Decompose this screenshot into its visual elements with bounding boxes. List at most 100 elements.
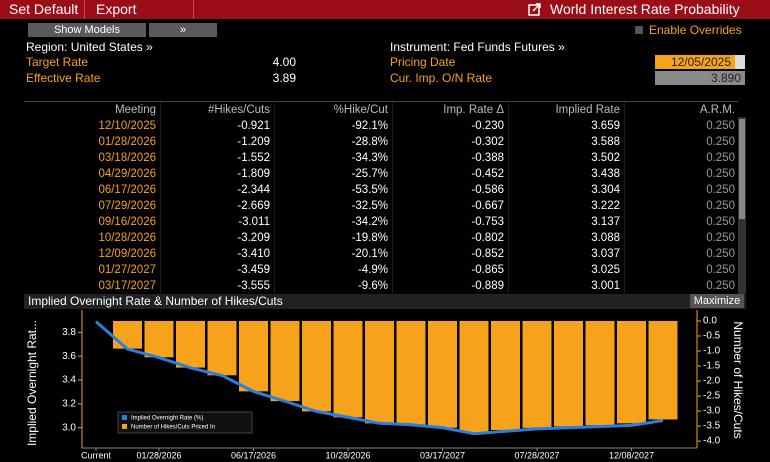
cell: 3.222 [591, 200, 620, 212]
cell: 0.250 [706, 152, 735, 164]
cell: 0.250 [706, 120, 735, 132]
bar [648, 321, 678, 420]
separator [84, 0, 85, 19]
bar [459, 321, 489, 433]
y2-tick-label: -2.5 [703, 391, 721, 402]
x-tick-label: Current [81, 450, 112, 460]
value: 3.89 [272, 71, 296, 85]
cell: -3.410 [237, 248, 270, 260]
date-spinner[interactable] [735, 55, 745, 69]
meeting-date: 12/09/2026 [98, 248, 156, 260]
column-header: A.R.M. [699, 104, 735, 116]
cell: 3.001 [591, 280, 620, 292]
bar [302, 321, 331, 412]
y2-tick-label: -1.0 [703, 346, 721, 357]
bar [396, 321, 426, 425]
cell: -0.852 [471, 248, 504, 260]
y2-tick-label: -2.0 [703, 376, 721, 387]
meeting-date: 04/29/2026 [98, 168, 156, 180]
set-default-button[interactable]: Set Default [9, 1, 79, 17]
chart-header [24, 294, 746, 309]
meeting-date: 03/17/2027 [98, 280, 156, 292]
checkbox[interactable] [635, 26, 643, 34]
cell: -3.011 [238, 216, 270, 228]
x-tick-label: 10/28/2026 [325, 450, 370, 460]
cell: 0.250 [706, 184, 735, 196]
column-separator [508, 102, 509, 297]
bar [144, 321, 174, 358]
column-separator [392, 102, 393, 297]
cell: -2.669 [237, 200, 270, 212]
cell: -53.5% [351, 184, 388, 196]
cell: 3.438 [591, 168, 620, 180]
enable-overrides-label[interactable]: Enable Overrides [649, 23, 742, 37]
cell: -3.459 [237, 264, 270, 276]
bar [585, 321, 615, 426]
bar [522, 321, 552, 428]
column-header: #Hikes/Cuts [208, 104, 270, 116]
cell: 0.250 [706, 200, 735, 212]
column-separator [624, 102, 625, 297]
bar [207, 321, 237, 376]
legend-label: Implied Overnight Rate (%) [131, 416, 203, 422]
cell: 0.250 [706, 280, 735, 292]
scrollbar[interactable] [738, 117, 746, 296]
pricing-date-input[interactable]: 12/05/2025 [655, 55, 735, 69]
cell: -4.9% [357, 264, 388, 276]
screen-title: World Interest Rate Probability [550, 1, 740, 17]
cell: -0.388 [471, 152, 504, 164]
export-button[interactable]: Export [96, 1, 137, 17]
cell: -9.6% [357, 280, 388, 292]
meeting-date: 12/10/2025 [98, 120, 156, 132]
x-tick-label: 03/17/2027 [420, 450, 465, 460]
cell: -20.1% [351, 248, 388, 260]
cell: 3.502 [591, 152, 620, 164]
column-header: Implied Rate [555, 104, 620, 116]
cell: -3.209 [237, 232, 270, 244]
meeting-date: 06/17/2026 [98, 184, 156, 196]
column-header: Meeting [115, 104, 156, 116]
meeting-date: 09/16/2026 [98, 216, 156, 228]
cell: -25.7% [351, 168, 388, 180]
region[interactable]: Region: United States » [26, 40, 153, 54]
bar [239, 321, 268, 392]
cell: -1.809 [237, 168, 270, 180]
cell: 0.250 [706, 168, 735, 180]
cell: 0.250 [706, 264, 735, 276]
cur-imp-input[interactable]: 3.890 [655, 71, 745, 85]
x-tick-label: 06/17/2026 [231, 450, 276, 460]
bar [113, 321, 142, 349]
cell: -0.586 [471, 184, 504, 196]
cell: 3.304 [591, 184, 620, 196]
label: Pricing Date [390, 55, 456, 69]
legend-swatch [122, 424, 127, 429]
cell: -0.753 [471, 216, 504, 228]
cell: -0.865 [471, 264, 504, 276]
instrument[interactable]: Instrument: Fed Funds Futures » [390, 40, 565, 54]
y-tick-label: 3.6 [62, 351, 76, 362]
cell: 3.137 [591, 216, 620, 228]
maximize-button[interactable]: Maximize [690, 294, 744, 308]
show-models-button[interactable]: Show Models [28, 23, 146, 37]
y2-tick-label: -4.0 [703, 436, 721, 447]
cell: 0.250 [706, 232, 735, 244]
expand-button[interactable]: » [149, 23, 217, 37]
y-tick-label: 3.8 [62, 327, 76, 338]
label: Cur. Imp. O/N Rate [390, 71, 493, 85]
cell: 3.037 [591, 248, 620, 260]
chart-title: Implied Overnight Rate & Number of Hikes… [28, 294, 283, 308]
cell: 0.250 [706, 136, 735, 148]
legend [117, 411, 253, 434]
column-separator [160, 102, 161, 297]
cell: 0.250 [706, 216, 735, 228]
cell: -3.555 [237, 280, 270, 292]
cell: -28.8% [351, 136, 388, 148]
external-icon[interactable] [528, 3, 541, 16]
column-separator [274, 102, 275, 297]
x-tick-label: 12/08/2027 [609, 450, 654, 460]
cell: -34.2% [351, 216, 388, 228]
y2-axis-title: Number of Hikes/Cuts [731, 321, 745, 438]
meeting-date: 10/28/2026 [98, 232, 156, 244]
label: Effective Rate [26, 71, 101, 85]
